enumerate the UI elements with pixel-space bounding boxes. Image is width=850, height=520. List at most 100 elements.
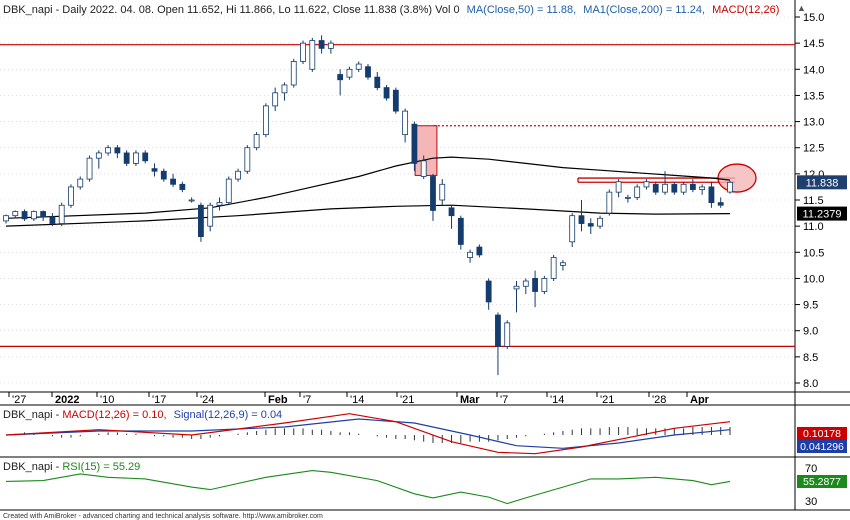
macd-line [5, 413, 731, 455]
candle-up [560, 262, 566, 266]
candle-up [77, 178, 84, 188]
svg-text:11.838: 11.838 [806, 177, 839, 189]
candle-up [569, 215, 576, 243]
candle-down [337, 74, 344, 81]
date-label: '21 [600, 394, 614, 406]
candle-down [717, 202, 724, 206]
candle-down [448, 207, 455, 217]
scroll-up-icon[interactable]: ▲ [797, 3, 806, 13]
candle-up [30, 211, 37, 220]
signal-line [5, 418, 731, 449]
price-tick-label: 15.0 [803, 12, 824, 24]
candle-up [680, 183, 687, 193]
date-label: '21 [400, 394, 414, 406]
candle-down [114, 147, 121, 154]
candle-up [346, 68, 353, 78]
candle-up [216, 202, 223, 206]
horizontal-levels [0, 44, 795, 347]
price-tick-label: 11.5 [803, 195, 824, 207]
candle-up [188, 199, 195, 202]
price-tick-label: 13.5 [803, 90, 824, 102]
candle-up [105, 147, 112, 154]
candle-up [253, 134, 260, 149]
date-axis: '27 2022 '10 '17 '24 Feb '7 '14 '21 Mar '7 '14 '21 '2… [8, 392, 710, 406]
candle-up [355, 63, 362, 70]
ma200-badge: 11.2379 [797, 206, 847, 221]
candle-up [281, 84, 288, 94]
price-tick-label: 10.5 [803, 247, 824, 259]
svg-text:0.10178: 0.10178 [803, 428, 841, 440]
date-label: '14 [350, 394, 364, 406]
candle-up [467, 251, 474, 258]
candle-down [40, 211, 47, 218]
candle-up [513, 285, 520, 290]
price-tick-label: 9.0 [803, 326, 818, 338]
date-label: Mar [460, 394, 480, 406]
date-label: '7 [303, 394, 311, 406]
candle-up [439, 183, 446, 201]
candle-up [541, 278, 548, 292]
candle-down [430, 176, 436, 211]
date-label: '24 [200, 394, 214, 406]
price-grid [0, 16, 795, 384]
footer-credit: Created with AmiBroker - advanced charti… [3, 513, 323, 520]
candle-up [662, 183, 668, 193]
candle-down [392, 89, 399, 112]
macd-panel [5, 413, 731, 455]
candle-down [374, 76, 381, 88]
candle-up [504, 322, 511, 347]
rsi-line [5, 470, 731, 505]
candle-up [244, 147, 251, 172]
price-tick-label: 10.0 [803, 273, 824, 285]
candle-down [587, 223, 594, 227]
candle-up [68, 186, 74, 206]
candle-down [485, 280, 492, 303]
price-tick-label: 8.0 [803, 378, 818, 390]
date-label: '14 [550, 394, 564, 406]
rsi-panel [5, 470, 731, 505]
candle-up [597, 217, 603, 227]
candle-down [123, 152, 130, 164]
candle-up [225, 178, 232, 204]
price-tick-label: 11.0 [803, 221, 824, 233]
price-tick-label: 9.5 [803, 300, 818, 312]
candle-up [727, 181, 733, 193]
candle-down [160, 170, 167, 180]
candle-down [532, 278, 538, 292]
candle-down [457, 217, 464, 245]
candle-up [309, 40, 316, 70]
price-tick-label: 12.5 [803, 143, 824, 155]
candle-up [550, 257, 557, 279]
macd-panel-title: DBK_napi - MACD(12,26) = 0.10, Signal(12… [3, 409, 282, 421]
candle-down [21, 211, 28, 220]
ma200-line [5, 204, 731, 227]
svg-text:0.041296: 0.041296 [800, 441, 844, 453]
price-tick-label: 14.5 [803, 38, 824, 50]
date-label: '27 [12, 394, 26, 406]
moving-averages [5, 156, 731, 227]
candlestick-series [3, 35, 733, 376]
ma50-line [5, 156, 731, 219]
candle-up [133, 152, 139, 164]
svg-text:11.2379: 11.2379 [803, 209, 842, 221]
candle-down [49, 216, 56, 224]
price-axis: 8.08.59.09.510.010.511.011.512.012.513.0… [795, 12, 824, 390]
candle-up [86, 157, 93, 180]
date-label: Feb [268, 394, 288, 406]
macd-badge: 0.10178 [797, 427, 847, 440]
candle-up [634, 186, 641, 198]
date-label: '28 [652, 394, 666, 406]
candle-down [151, 168, 158, 172]
signal-badge: 0.041296 [797, 440, 847, 453]
candle-up [58, 204, 65, 224]
date-label: '10 [100, 394, 114, 406]
candle-down [170, 178, 176, 185]
highlight-ellipse [717, 163, 757, 193]
candle-up [3, 215, 9, 222]
candle-down [671, 183, 678, 193]
candle-up [402, 110, 409, 136]
price-tick-label: 8.5 [803, 352, 818, 364]
candle-up [624, 196, 631, 199]
price-tick-label: 14.0 [803, 64, 824, 76]
